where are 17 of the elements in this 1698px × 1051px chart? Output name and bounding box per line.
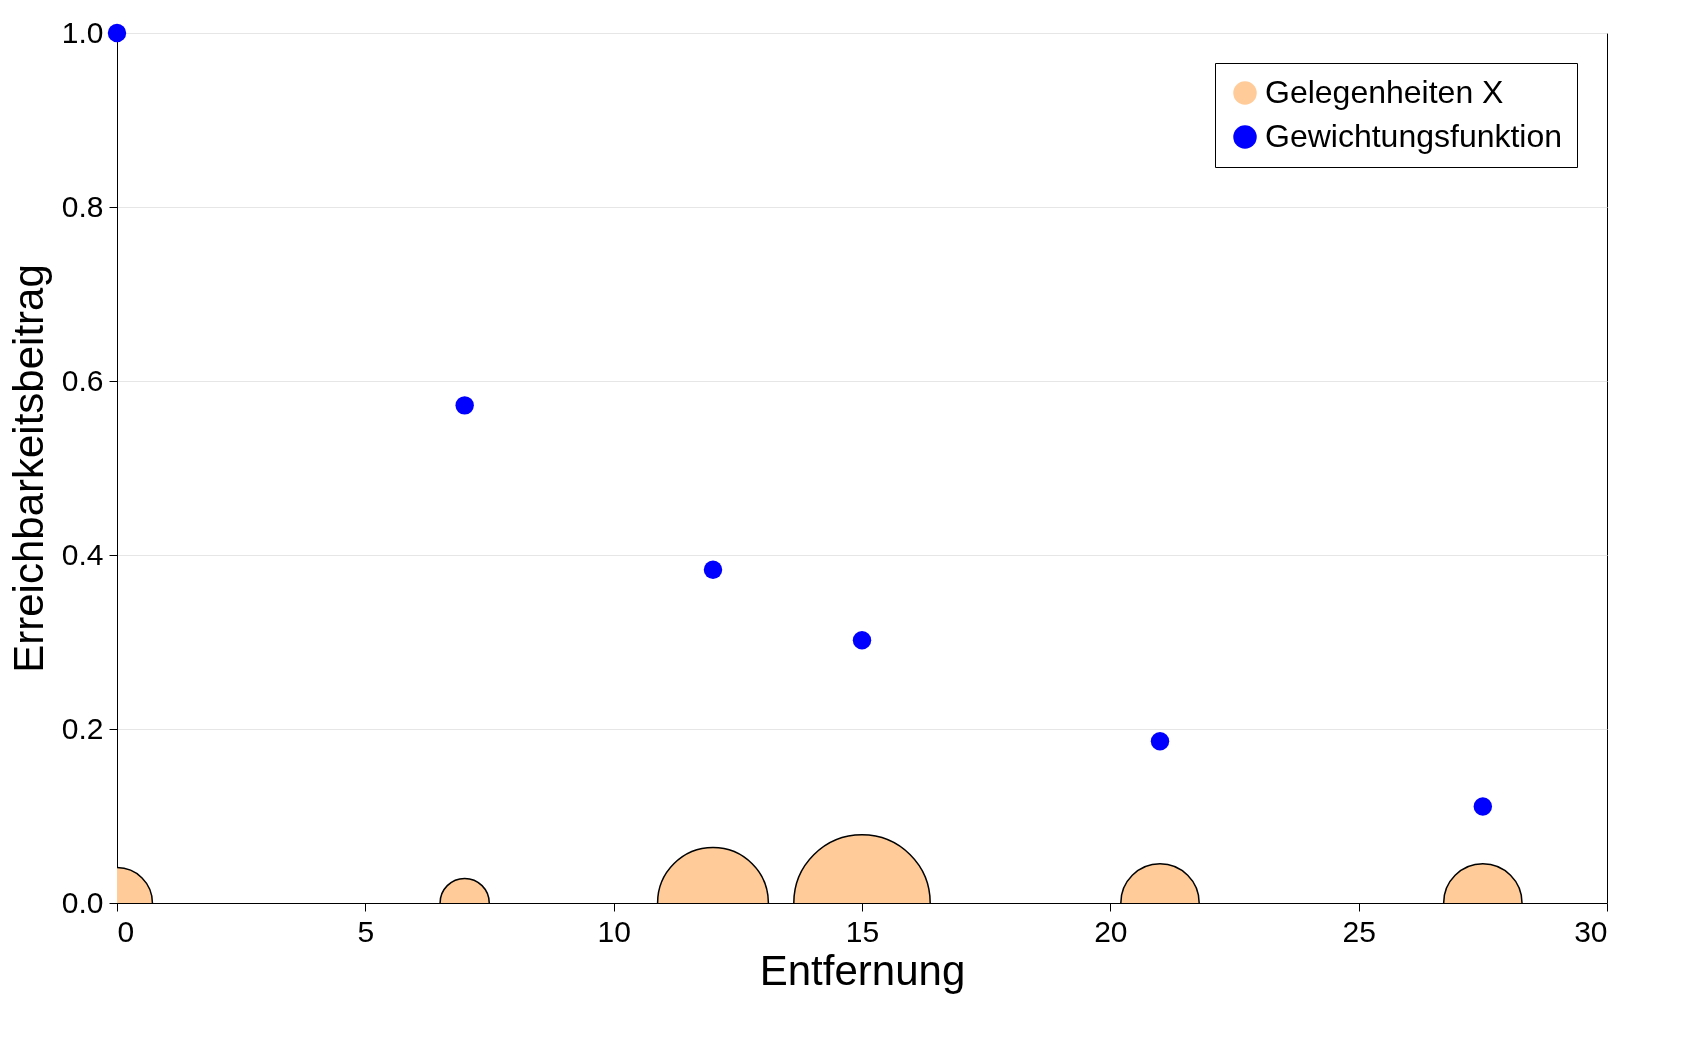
y-tick-label: 0.6 (61, 363, 104, 397)
x-tick-label: 25 (1342, 914, 1376, 948)
x-tick-label: 5 (357, 914, 375, 948)
x-tick-label: 15 (845, 914, 880, 948)
legend-label: Gewichtungsfunktion (1265, 118, 1563, 154)
x-tick-label: 10 (597, 914, 631, 948)
x-tick-label: 0 (117, 914, 135, 948)
y-axis-title: Erreichbarkeitsbeitrag (4, 264, 52, 673)
y-tick-label: 0.8 (61, 189, 104, 223)
x-axis-title: Entfernung (759, 946, 966, 994)
y-tick-label: 0.4 (61, 537, 104, 571)
legend-label: Gelegenheiten X (1265, 74, 1504, 110)
y-tick-label: 0.0 (61, 885, 104, 919)
y-tick-label: 0.2 (61, 711, 104, 745)
x-tick-label: 30 (1574, 914, 1608, 948)
y-tick-label: 1.0 (61, 15, 104, 49)
x-tick-label: 20 (1094, 914, 1128, 948)
